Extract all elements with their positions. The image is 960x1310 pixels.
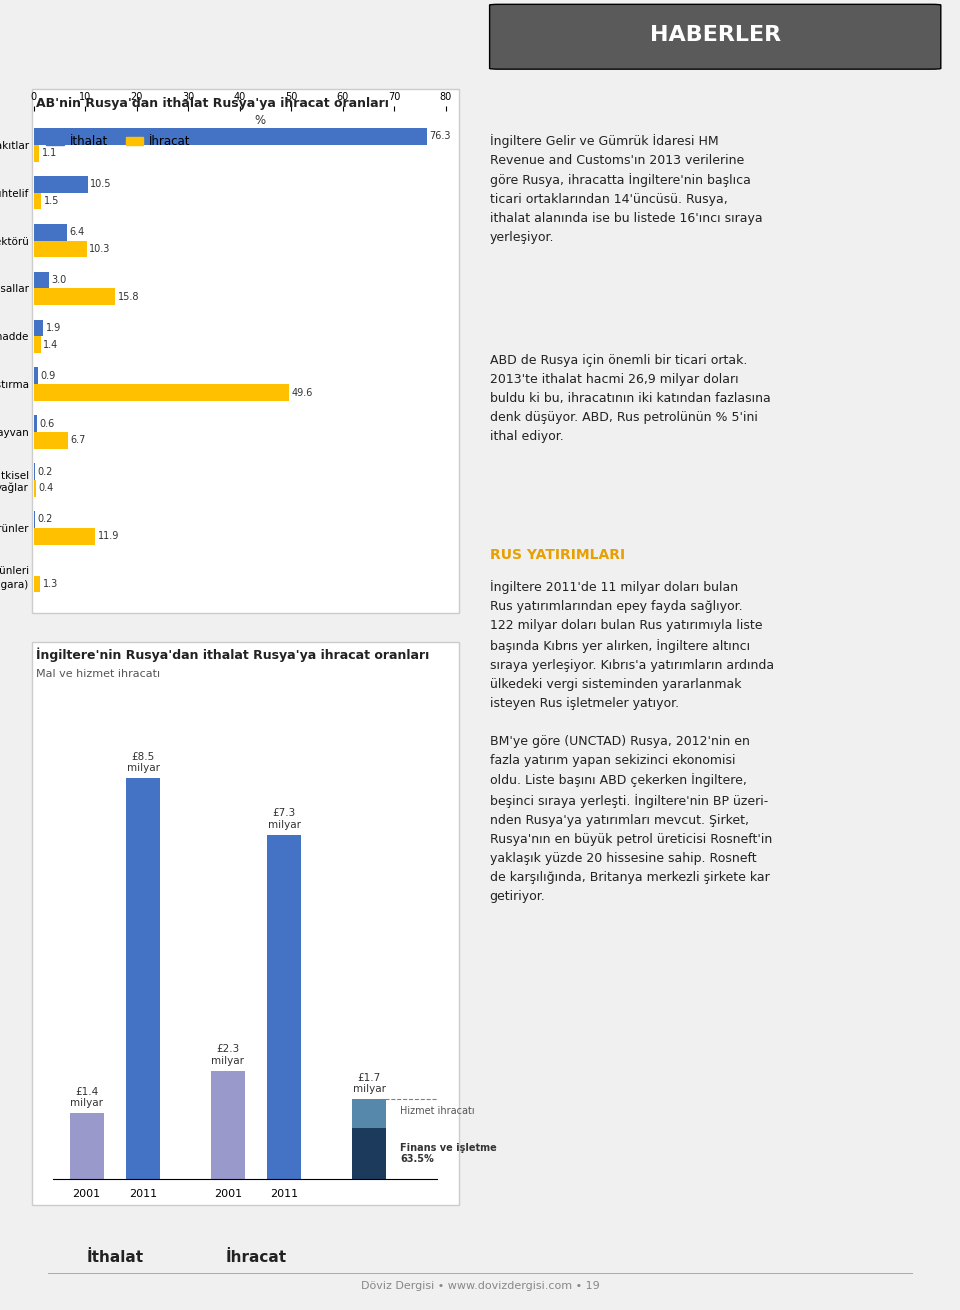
- Text: Döviz Dergisi • www.dovizdergisi.com • 19: Döviz Dergisi • www.dovizdergisi.com • 1…: [361, 1281, 599, 1292]
- Text: 0.9: 0.9: [41, 371, 56, 381]
- Text: 76.3: 76.3: [429, 131, 450, 141]
- Text: 6.4: 6.4: [69, 227, 84, 237]
- Bar: [34, 128, 426, 145]
- Bar: [34, 145, 39, 161]
- Text: İthalat: İthalat: [86, 1250, 143, 1264]
- Text: AB'nin Rusya'dan ithalat Rusya'ya ihracat oranları: AB'nin Rusya'dan ithalat Rusya'ya ihraca…: [36, 97, 389, 110]
- Text: 10.3: 10.3: [89, 244, 110, 254]
- Bar: [34, 575, 40, 592]
- Text: 6.7: 6.7: [71, 435, 86, 445]
- Bar: [34, 384, 289, 401]
- FancyBboxPatch shape: [490, 4, 941, 69]
- Text: 1.3: 1.3: [43, 579, 59, 590]
- Text: 15.8: 15.8: [117, 292, 139, 301]
- Text: 10.5: 10.5: [90, 179, 111, 190]
- Bar: [70, 1114, 104, 1179]
- Text: 3.0: 3.0: [52, 275, 67, 286]
- Bar: [34, 224, 66, 241]
- Text: £8.5
milyar: £8.5 milyar: [127, 752, 159, 773]
- Text: Finans ve işletme
63.5%: Finans ve işletme 63.5%: [400, 1142, 497, 1165]
- Text: İngiltere'nin Rusya'dan ithalat Rusya'ya ihracat oranları: İngiltere'nin Rusya'dan ithalat Rusya'ya…: [36, 647, 429, 662]
- Bar: [352, 1128, 386, 1179]
- Bar: [34, 511, 35, 528]
- Text: Mal ve hizmet ihracatı: Mal ve hizmet ihracatı: [36, 669, 159, 680]
- Text: 1.5: 1.5: [44, 196, 60, 206]
- Bar: [268, 834, 301, 1179]
- Bar: [34, 464, 35, 479]
- Text: 0.2: 0.2: [37, 515, 53, 524]
- Bar: [34, 241, 86, 257]
- Bar: [34, 432, 68, 449]
- Bar: [126, 778, 160, 1179]
- Text: £1.7
milyar: £1.7 milyar: [352, 1073, 386, 1094]
- Bar: [34, 320, 43, 337]
- Text: 1.9: 1.9: [46, 324, 61, 333]
- Text: 0.2: 0.2: [37, 466, 53, 477]
- Text: 0.4: 0.4: [38, 483, 54, 494]
- Text: İngiltere Gelir ve Gümrük İdaresi HM
Revenue and Customs'ın 2013 verilerine
göre: İngiltere Gelir ve Gümrük İdaresi HM Rev…: [490, 134, 762, 244]
- Bar: [211, 1070, 245, 1179]
- Bar: [34, 479, 36, 496]
- Bar: [34, 176, 87, 193]
- Bar: [34, 193, 41, 210]
- Text: İngiltere 2011'de 11 milyar doları bulan
Rus yatırımlarından epey fayda sağlıyor: İngiltere 2011'de 11 milyar doları bulan…: [490, 580, 774, 903]
- Text: Hizmet ihracatı: Hizmet ihracatı: [400, 1106, 474, 1116]
- Bar: [352, 1099, 386, 1128]
- Text: ABD de Rusya için önemli bir ticari ortak.
2013'te ithalat hacmi 26,9 milyar dol: ABD de Rusya için önemli bir ticari orta…: [490, 354, 770, 443]
- Text: £7.3
milyar: £7.3 milyar: [268, 808, 300, 831]
- Text: 0.6: 0.6: [39, 419, 55, 428]
- Bar: [34, 415, 36, 432]
- Text: RUS YATIRIMLARI: RUS YATIRIMLARI: [490, 548, 625, 562]
- Text: %: %: [254, 114, 266, 127]
- Bar: [34, 288, 115, 305]
- Text: 1.1: 1.1: [42, 148, 57, 159]
- Text: £2.3
milyar: £2.3 milyar: [211, 1044, 245, 1066]
- Text: İhracat: İhracat: [226, 1250, 287, 1264]
- Legend: İthalat, İhracat: İthalat, İhracat: [41, 131, 196, 153]
- Text: £1.4
milyar: £1.4 milyar: [70, 1087, 103, 1108]
- Text: 1.4: 1.4: [43, 339, 59, 350]
- Bar: [34, 367, 38, 384]
- Bar: [34, 337, 41, 354]
- Bar: [34, 271, 49, 288]
- Text: 49.6: 49.6: [292, 388, 313, 397]
- Text: HABERLER: HABERLER: [650, 25, 780, 45]
- Text: 11.9: 11.9: [98, 531, 119, 541]
- Bar: [34, 528, 95, 545]
